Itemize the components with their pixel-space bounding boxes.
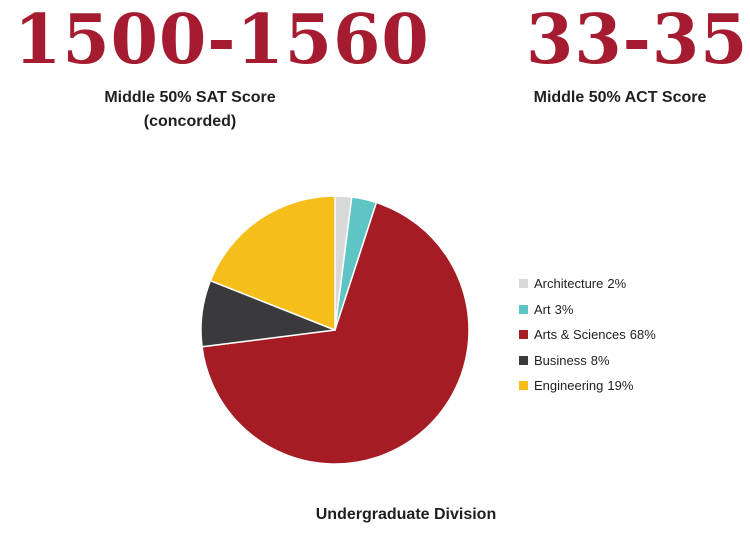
legend-label: Arts & Sciences <box>534 327 626 343</box>
legend-item-arts-sciences: Arts & Sciences 68% <box>519 322 656 348</box>
sat-score-label-line1: Middle 50% SAT Score <box>104 89 276 106</box>
act-score-label-line1: Middle 50% ACT Score <box>533 89 707 106</box>
legend-label: Business <box>534 352 587 368</box>
chart-legend: Architecture 2% Art 3% Arts & Sciences 68% Bus… <box>519 271 656 399</box>
legend-percent: 19% <box>607 378 634 394</box>
pie-slice-engineering <box>209 195 336 331</box>
pie-slice-arts-sciences <box>201 201 470 465</box>
legend-swatch <box>519 279 528 289</box>
legend-swatch <box>519 330 528 340</box>
sat-score-value: 1500-1560 <box>14 0 430 80</box>
legend-swatch <box>519 355 528 365</box>
legend-percent: 2% <box>607 276 627 292</box>
chart-caption: Undergraduate Division <box>315 506 497 523</box>
legend-item-business: Business 8% <box>519 348 656 374</box>
legend-item-architecture: Architecture 2% <box>519 271 656 297</box>
legend-percent: 8% <box>590 352 610 368</box>
legend-label: Art <box>534 301 551 317</box>
act-score-value: 33-35 <box>526 0 749 80</box>
legend-swatch <box>519 304 528 314</box>
legend-label: Engineering <box>534 378 604 394</box>
sat-score-label-line2: (concorded) <box>143 113 237 130</box>
act-score-label: Middle 50% ACT Score <box>520 86 720 110</box>
legend-label: Architecture <box>534 276 604 292</box>
legend-percent: 3% <box>554 301 574 317</box>
legend-swatch <box>519 381 528 391</box>
sat-score-label: Middle 50% SAT Score (concorded) <box>90 86 290 134</box>
legend-item-art: Art 3% <box>519 297 656 323</box>
pie-chart <box>200 195 470 465</box>
legend-percent: 68% <box>629 327 656 343</box>
legend-item-engineering: Engineering 19% <box>519 373 656 399</box>
